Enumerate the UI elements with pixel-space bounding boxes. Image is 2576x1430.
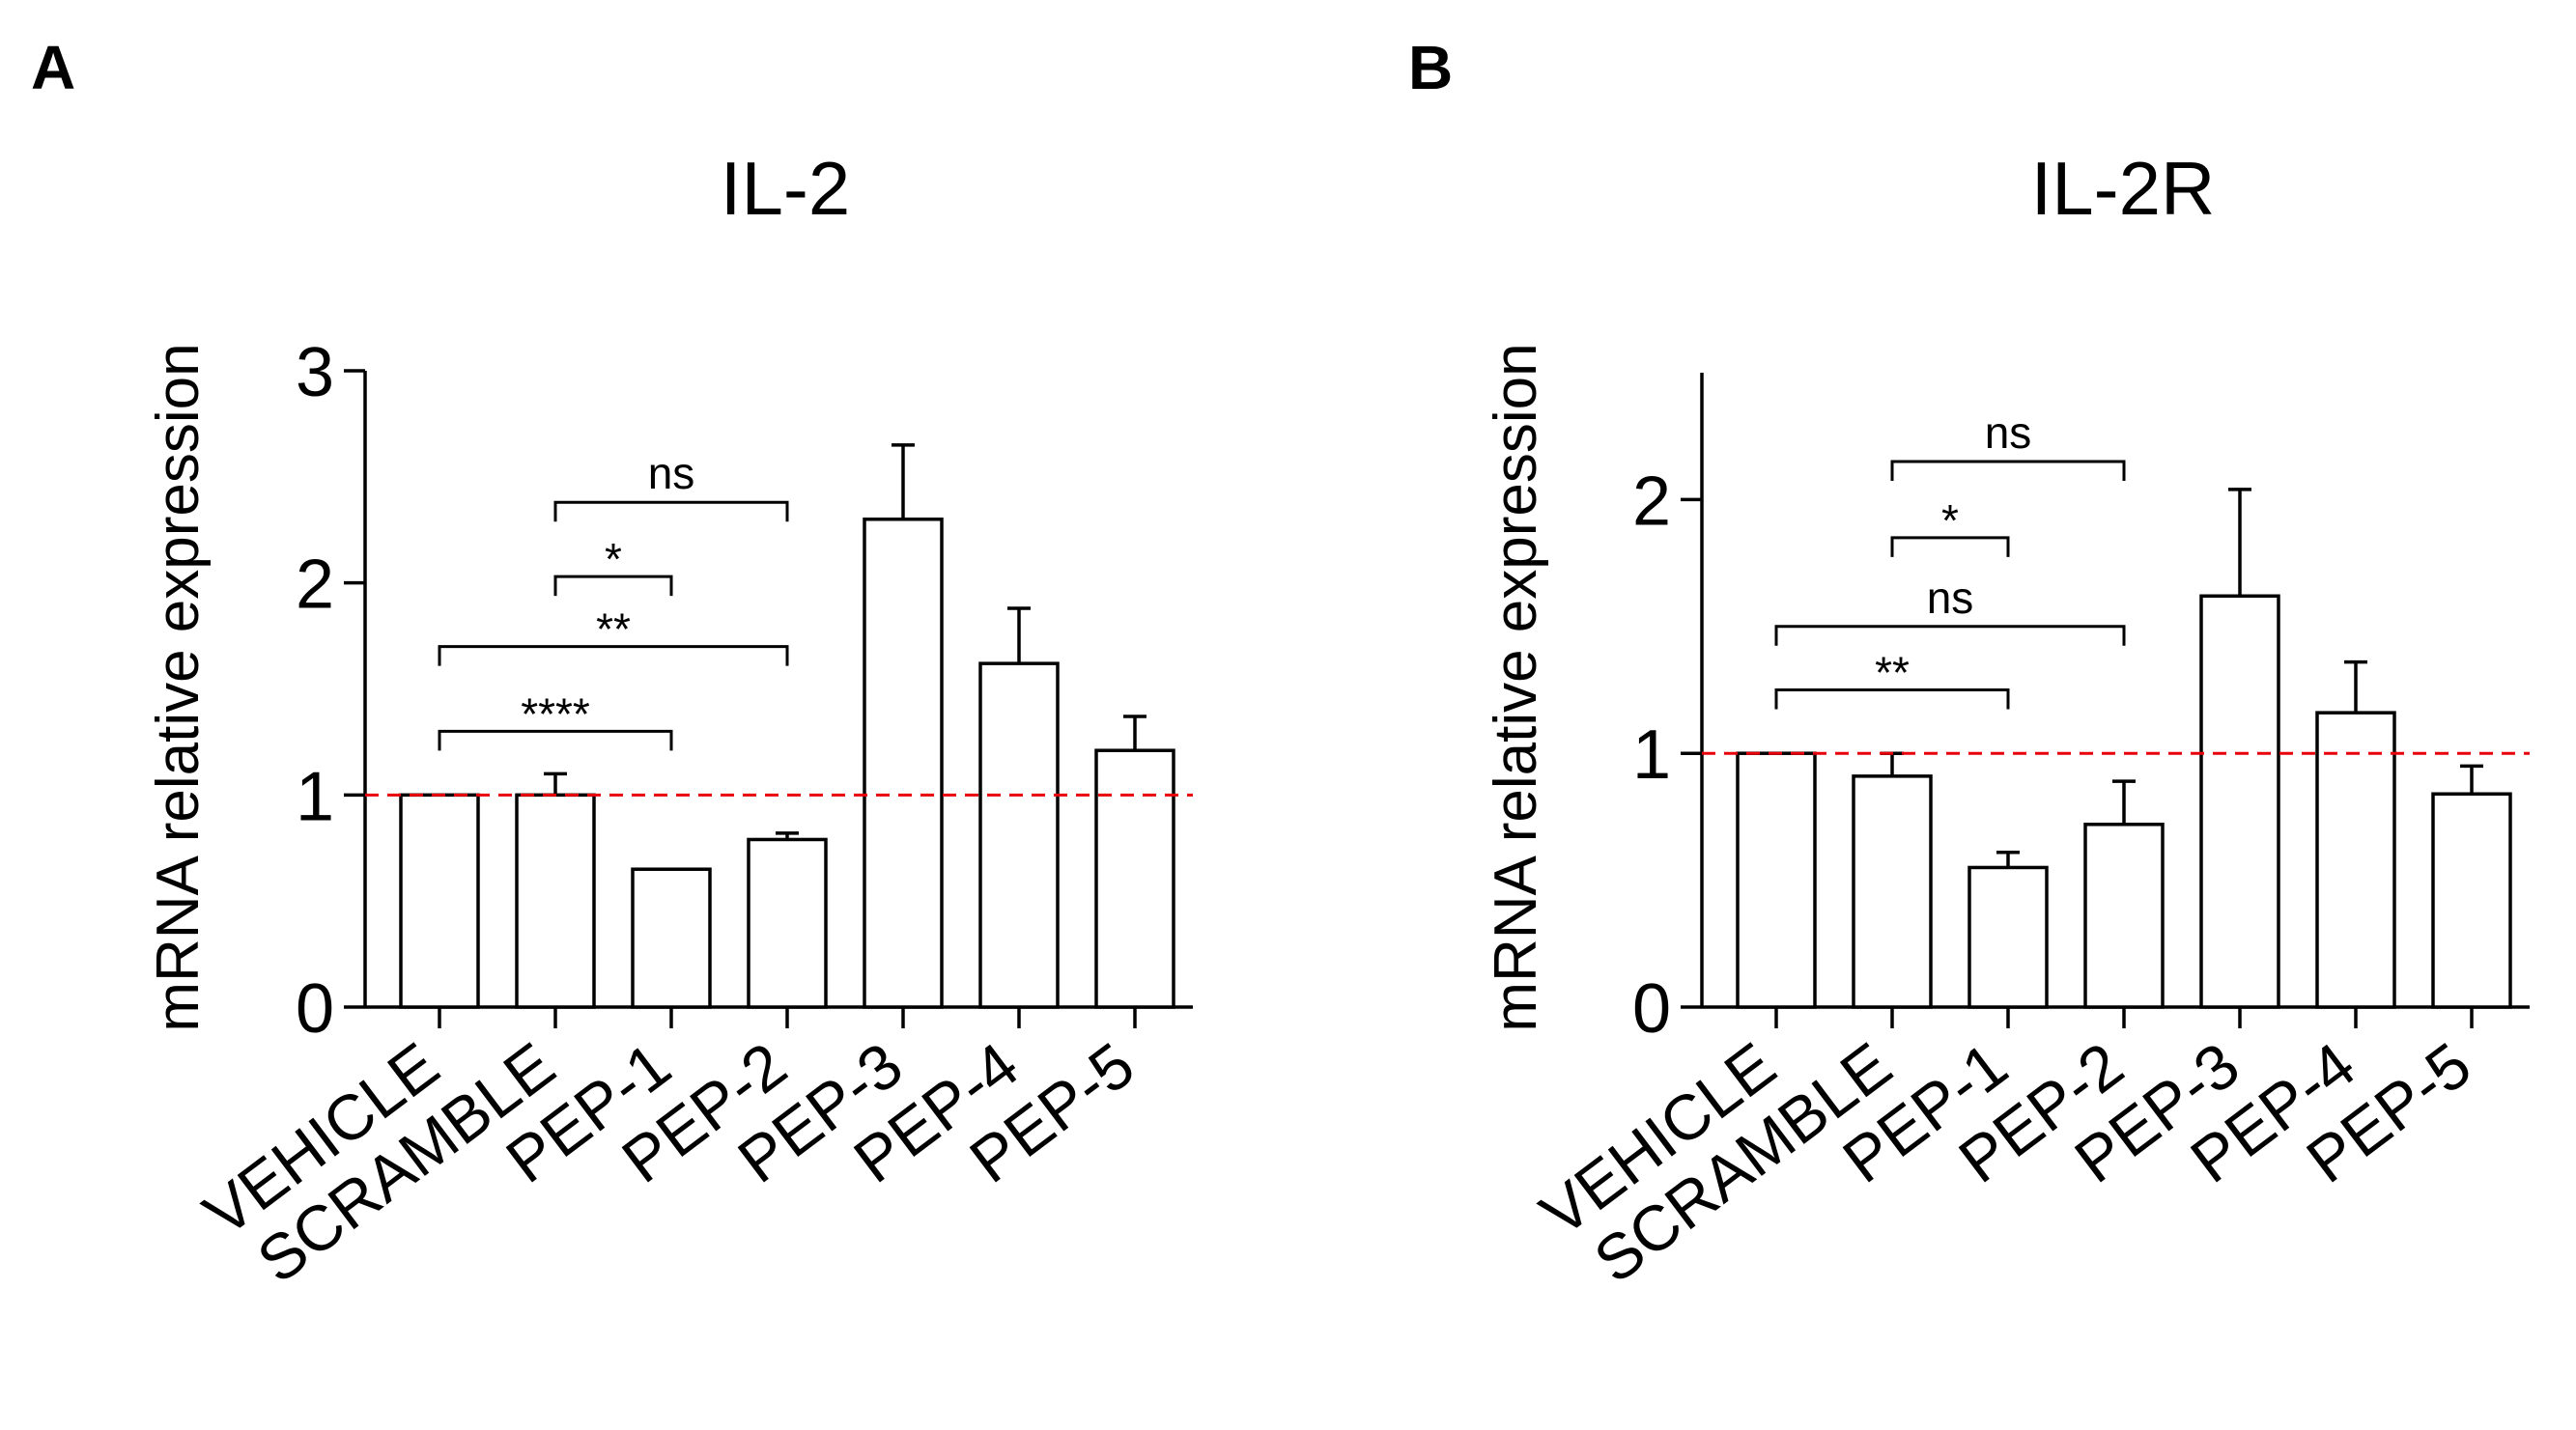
plot-area-a: 0123VEHICLESCRAMBLEPEP-1PEP-2PEP-3PEP-4P… bbox=[190, 334, 1193, 1297]
bar-vehicle bbox=[399, 793, 480, 1009]
y-tick-label: 1 bbox=[1632, 716, 1671, 794]
bar-pep-5 bbox=[2431, 792, 2512, 1009]
y-tick-label: 1 bbox=[296, 758, 334, 835]
significance-bracket bbox=[553, 575, 673, 597]
y-tick-label: 3 bbox=[296, 334, 334, 411]
bar-pep-4 bbox=[2315, 711, 2396, 1009]
y-axis-label: mRNA relative expression bbox=[1483, 343, 1549, 1031]
y-tick-label: 2 bbox=[296, 547, 334, 624]
significance-label: ns bbox=[1927, 573, 1974, 623]
significance-label: ** bbox=[596, 604, 631, 655]
significance-bracket bbox=[438, 729, 673, 751]
significance-label: ** bbox=[1875, 648, 1910, 698]
panel-b: B IL-2R mRNA relative expression 012VEHI… bbox=[1408, 33, 2530, 1297]
significance-label: * bbox=[1941, 495, 1959, 546]
panel-a: A IL-2 mRNA relative expression 0123VEHI… bbox=[31, 33, 1193, 1297]
y-tick-label: 0 bbox=[296, 970, 334, 1048]
significance-label: **** bbox=[521, 688, 590, 739]
bar-pep-5 bbox=[1094, 748, 1175, 1009]
chart-title-il2r: IL-2R bbox=[2031, 146, 2216, 231]
panel-letter-b: B bbox=[1408, 33, 1453, 102]
panel-letter-a: A bbox=[31, 33, 75, 102]
significance-label: ns bbox=[1985, 407, 2032, 458]
y-tick-label: 2 bbox=[1632, 463, 1671, 540]
chart-title-il2: IL-2 bbox=[721, 146, 850, 231]
significance-bracket bbox=[553, 500, 789, 522]
significance-bracket bbox=[1890, 536, 2010, 557]
bar-pep-3 bbox=[863, 518, 944, 1009]
bar-pep-1 bbox=[1967, 865, 2049, 1009]
bar-pep-2 bbox=[747, 837, 828, 1009]
y-axis-label: mRNA relative expression bbox=[145, 343, 212, 1031]
y-tick-label: 0 bbox=[1632, 970, 1671, 1048]
bar-pep-1 bbox=[631, 867, 712, 1009]
bar-scramble bbox=[1852, 774, 1933, 1009]
significance-bracket bbox=[1890, 460, 2126, 481]
bar-pep-2 bbox=[2083, 823, 2165, 1009]
significance-bracket bbox=[1774, 625, 2126, 646]
bar-pep-3 bbox=[2199, 594, 2280, 1009]
bar-vehicle bbox=[1736, 751, 1817, 1009]
significance-label: * bbox=[605, 534, 622, 584]
bar-scramble bbox=[515, 793, 596, 1009]
significance-bracket bbox=[438, 645, 789, 666]
significance-bracket bbox=[1774, 688, 2010, 710]
bar-pep-4 bbox=[978, 661, 1060, 1009]
significance-label: ns bbox=[648, 448, 695, 498]
plot-area-b: 012VEHICLESCRAMBLEPEP-1PEP-2PEP-3PEP-4PE… bbox=[1527, 373, 2530, 1297]
